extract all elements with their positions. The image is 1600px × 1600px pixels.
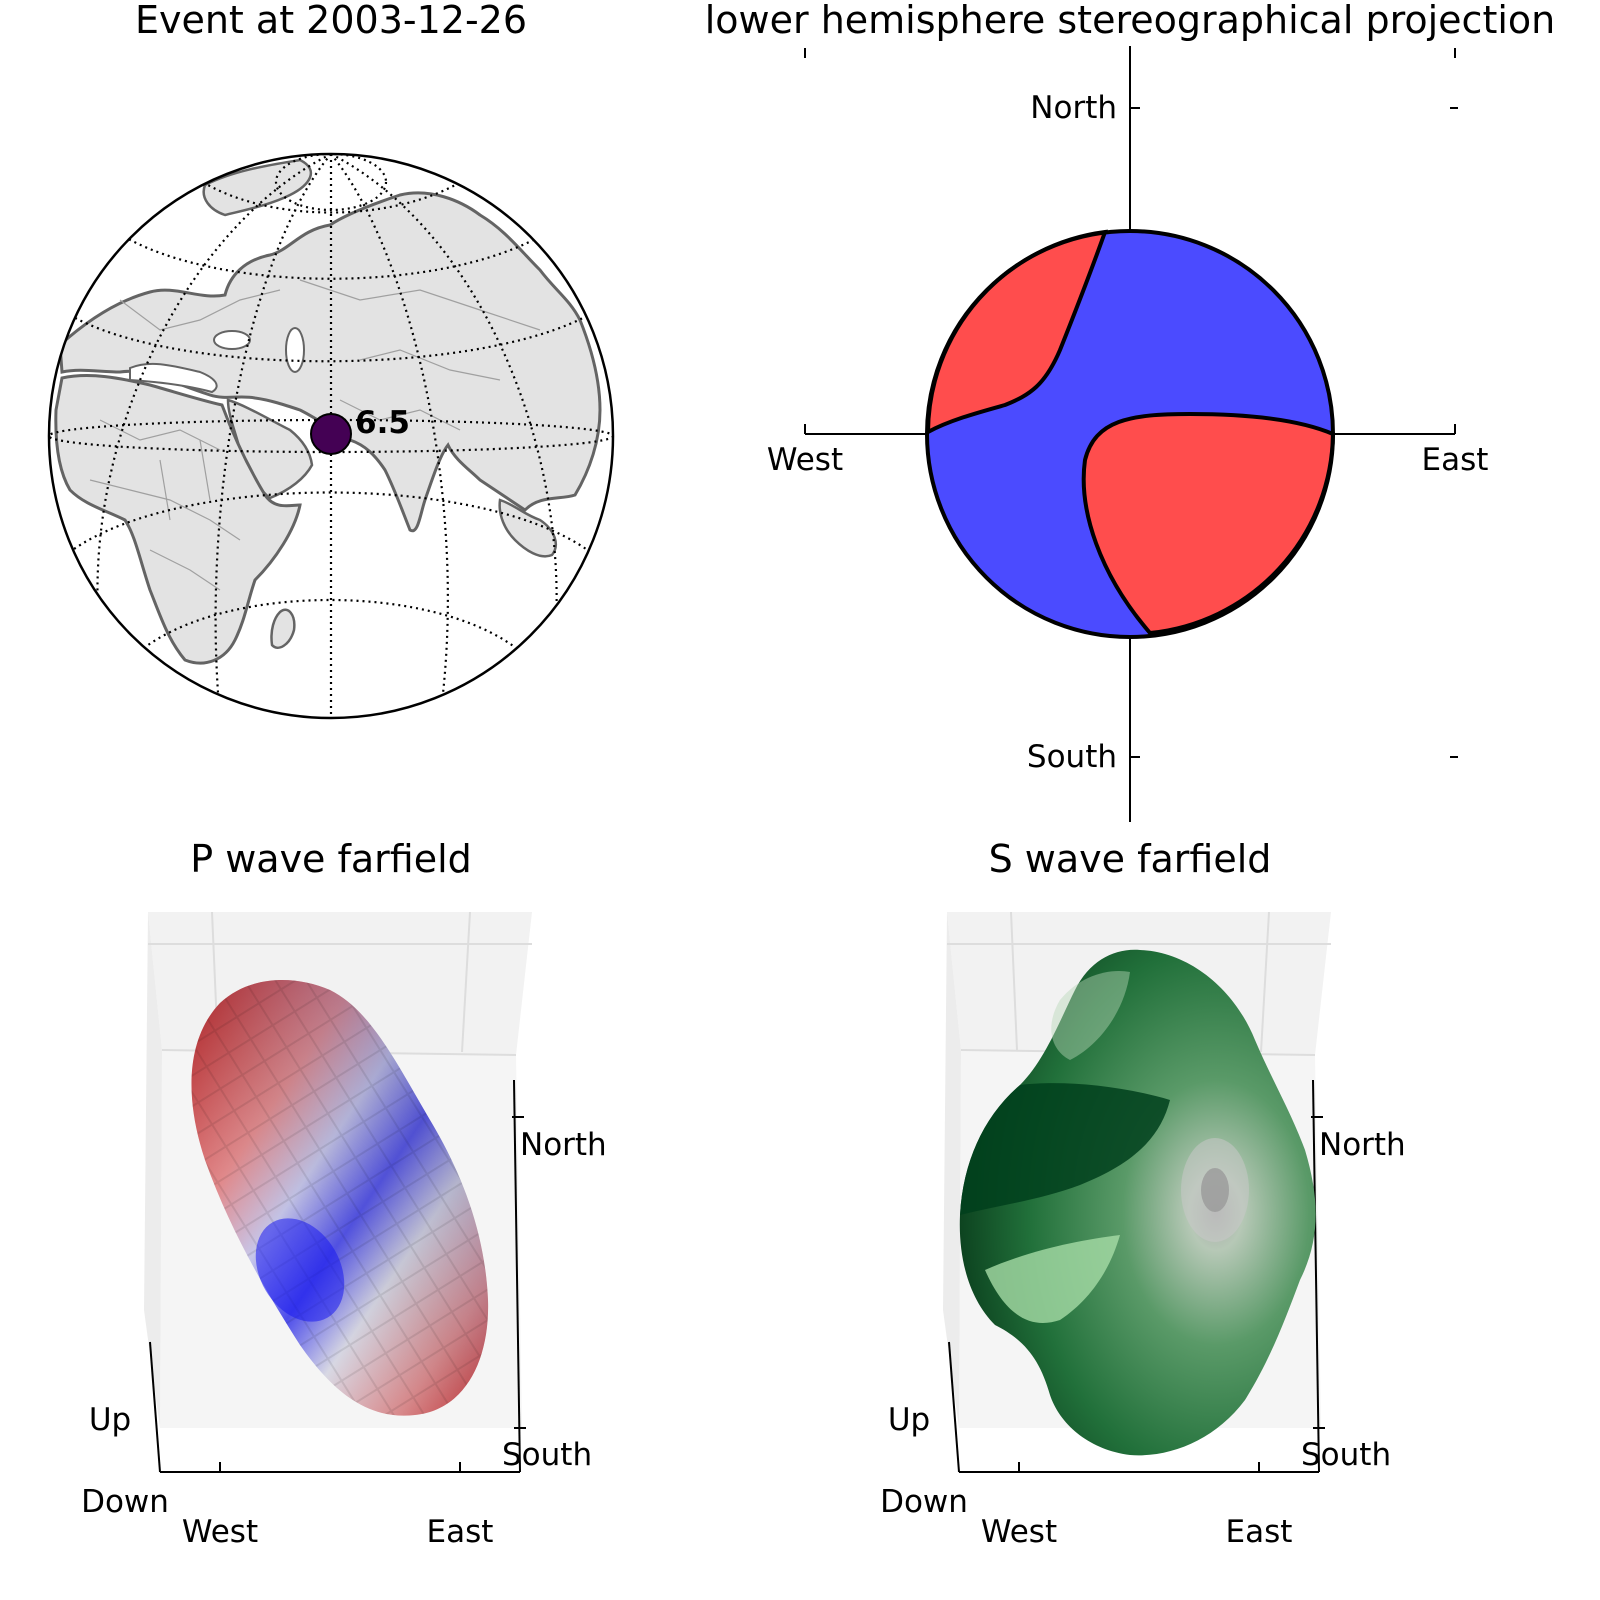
beachball-outline [925, 229, 1335, 639]
north-label: North [1030, 90, 1117, 126]
arctic-islands [202, 158, 313, 217]
p-east-label: East [427, 1514, 494, 1550]
s-south-label: South [1301, 1437, 1391, 1473]
event-magnitude-label: 6.5 [355, 405, 410, 441]
p-wave-3d-axes [144, 911, 532, 1473]
s-west-label: West [981, 1514, 1057, 1550]
east-label: East [1422, 442, 1489, 478]
globe-title: Event at 2003-12-26 [135, 0, 527, 42]
s-northsouth-axis [1312, 1079, 1320, 1473]
eurasia-landmass [58, 191, 602, 533]
p-west-label: West [182, 1514, 258, 1550]
s-side-pane [943, 912, 961, 1428]
p-down-label: Down [81, 1484, 169, 1520]
caspian-sea [285, 327, 305, 373]
event-marker[interactable] [310, 413, 352, 455]
madagascar [270, 608, 296, 649]
s-wave-radiation-surface [959, 949, 1316, 1456]
p-side-pane [144, 912, 162, 1428]
globe-panel: Event at 2003-12-26 [47, 0, 615, 720]
country-borders [89, 279, 541, 591]
s-wave-3d-axes [943, 911, 1331, 1473]
globe-outline [47, 152, 615, 720]
p-south-label: South [502, 1437, 592, 1473]
s-north-label: North [1319, 1127, 1406, 1163]
p-up-label: Up [89, 1402, 131, 1438]
black-sea [213, 330, 251, 350]
mediterranean [129, 362, 218, 394]
west-label: West [767, 442, 843, 478]
beachball [925, 229, 1336, 639]
beachball-panel: lower hemisphere stereographical project… [705, 0, 1556, 822]
south-label: South [1027, 739, 1117, 775]
s-wave-panel: S wave farfield [880, 837, 1406, 1550]
s-wave-lobes [959, 949, 1316, 1456]
s-updown-axis [948, 1341, 960, 1473]
p-northsouth-axis [513, 1079, 521, 1473]
p-wave-radiation-surface [191, 980, 489, 1416]
s-east-label: East [1226, 1514, 1293, 1550]
s-wave-title: S wave farfield [989, 837, 1272, 881]
p-updown-axis [149, 1341, 161, 1473]
s-down-label: Down [880, 1484, 968, 1520]
s-up-label: Up [888, 1402, 930, 1438]
southeast-asia [498, 498, 557, 558]
p-wave-title: P wave farfield [190, 837, 472, 881]
p-north-label: North [520, 1127, 607, 1163]
beachball-title: lower hemisphere stereographical project… [705, 0, 1556, 42]
globe-map: 6.5 [47, 152, 615, 720]
p-wave-panel: P wave farfield [81, 837, 607, 1550]
